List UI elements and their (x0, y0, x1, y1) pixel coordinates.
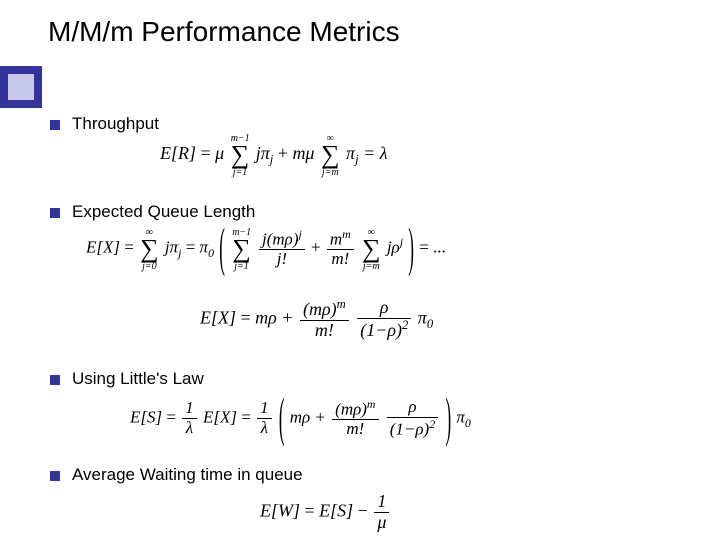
formula-littles-law: E[S] = 1λ E[X] = 1λ ( mρ + (mρ)mm! ρ(1−ρ… (130, 398, 471, 439)
bullet-queue-length: Expected Queue Length (72, 202, 255, 222)
bullet-waiting-time: Average Waiting time in queue (72, 465, 303, 485)
formula-queue-1: E[X] = ∞∑j=0 jπj = π0 ( m−1∑j=1 j(mρ)jj!… (86, 228, 446, 269)
bullet-icon (50, 471, 60, 481)
formula-queue-2: E[X] = mρ + (mρ)mm! ρ(1−ρ)2 π0 (200, 298, 433, 341)
formula-throughput: E[R] = μ m−1∑j=1 jπj + mμ ∞∑j=m πj = λ (160, 142, 388, 168)
bullet-icon (50, 208, 60, 218)
bullet-icon (50, 120, 60, 130)
slide-title: M/M/m Performance Metrics (48, 16, 400, 48)
formula-waiting-time: E[W] = E[S] − 1μ (260, 492, 391, 533)
bullet-littles-law: Using Little's Law (72, 369, 204, 389)
bullet-throughput: Throughput (72, 114, 159, 134)
bullet-icon (50, 375, 60, 385)
slide-accent-decoration (0, 66, 42, 108)
